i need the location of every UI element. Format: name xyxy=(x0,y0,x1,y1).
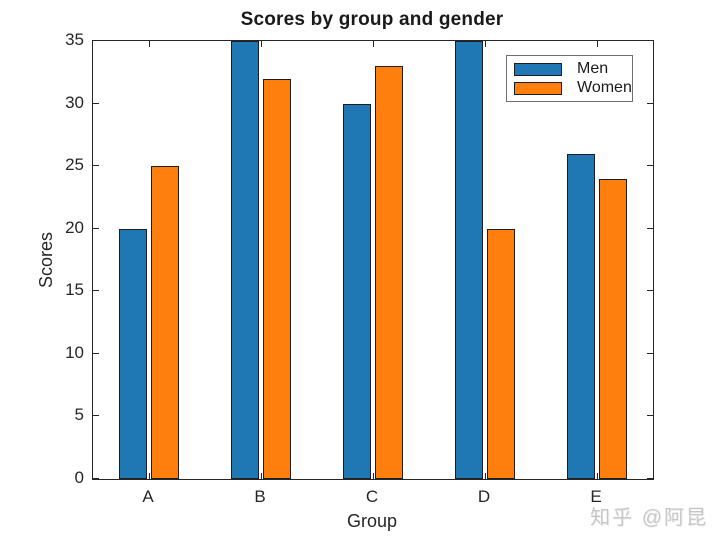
y-tick-left-20 xyxy=(93,228,99,229)
x-tick-top-B xyxy=(261,41,262,47)
x-tick-bottom-A xyxy=(149,473,150,479)
legend-label-women: Women xyxy=(577,79,632,96)
legend-label-men: Men xyxy=(577,60,609,77)
y-tick-right-30 xyxy=(647,103,653,104)
plot-area xyxy=(92,40,654,480)
y-tick-right-5 xyxy=(647,415,653,416)
x-tick-bottom-E xyxy=(597,473,598,479)
x-tick-top-E xyxy=(597,41,598,47)
chart-title: Scores by group and gender xyxy=(240,9,504,30)
y-tick-left-35 xyxy=(93,40,99,41)
y-tick-label-20: 20 xyxy=(65,218,84,237)
legend-entry-men: Men xyxy=(507,60,632,77)
y-tick-label-30: 30 xyxy=(65,93,84,112)
bar-men-B xyxy=(231,41,259,479)
bar-women-B xyxy=(263,79,291,479)
y-axis-label: Scores xyxy=(36,231,56,289)
legend: Men Women xyxy=(506,55,633,102)
x-axis-label: Group xyxy=(346,511,398,531)
y-tick-left-0 xyxy=(93,478,99,479)
x-tick-top-C xyxy=(373,41,374,47)
y-tick-left-5 xyxy=(93,415,99,416)
x-tick-label-B: B xyxy=(254,487,266,506)
y-tick-label-25: 25 xyxy=(65,155,84,174)
legend-swatch-women-icon xyxy=(514,81,562,95)
watermark: 知乎 @阿昆 xyxy=(590,507,708,529)
bar-women-D xyxy=(487,229,515,479)
legend-swatch-men-icon xyxy=(514,62,562,76)
y-tick-right-15 xyxy=(647,290,653,291)
x-tick-top-A xyxy=(149,41,150,47)
y-tick-label-10: 10 xyxy=(65,343,84,362)
x-tick-bottom-C xyxy=(373,473,374,479)
y-tick-label-35: 35 xyxy=(65,30,84,49)
bar-women-A xyxy=(151,166,179,479)
y-tick-right-20 xyxy=(647,228,653,229)
y-tick-label-0: 0 xyxy=(74,468,84,487)
y-tick-left-15 xyxy=(93,290,99,291)
y-tick-label-5: 5 xyxy=(74,405,84,424)
bar-men-A xyxy=(119,229,147,479)
y-tick-right-10 xyxy=(647,353,653,354)
x-tick-label-A: A xyxy=(142,487,154,506)
y-tick-left-10 xyxy=(93,353,99,354)
x-tick-label-C: C xyxy=(365,487,379,506)
legend-entry-women: Women xyxy=(507,79,632,96)
y-tick-label-15: 15 xyxy=(65,280,84,299)
bar-men-E xyxy=(567,154,595,479)
bar-men-C xyxy=(343,104,371,479)
y-tick-left-30 xyxy=(93,103,99,104)
y-tick-right-35 xyxy=(647,40,653,41)
x-tick-bottom-D xyxy=(485,473,486,479)
bar-women-C xyxy=(375,66,403,479)
x-tick-top-D xyxy=(485,41,486,47)
x-tick-label-D: D xyxy=(477,487,491,506)
bar-women-E xyxy=(599,179,627,479)
y-tick-left-25 xyxy=(93,165,99,166)
bar-men-D xyxy=(455,41,483,479)
x-tick-bottom-B xyxy=(261,473,262,479)
y-tick-right-25 xyxy=(647,165,653,166)
y-tick-right-0 xyxy=(647,478,653,479)
x-tick-label-E: E xyxy=(590,487,602,506)
